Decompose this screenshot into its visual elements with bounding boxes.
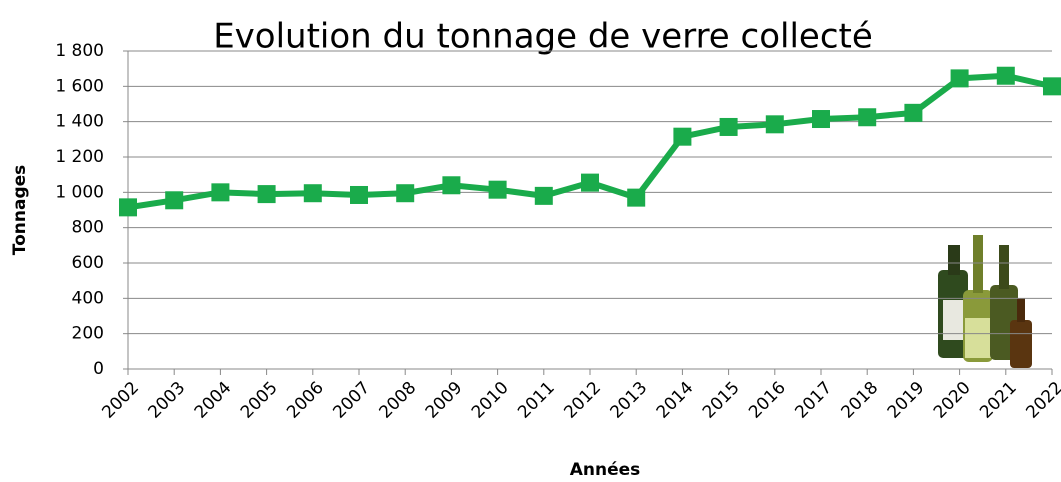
- x-tick-label: 2020: [930, 378, 975, 423]
- marker: [396, 184, 415, 203]
- y-tick-label: 0: [93, 359, 104, 379]
- y-tick-label: 200: [72, 324, 104, 344]
- marker: [996, 66, 1015, 85]
- x-tick-label: 2012: [560, 378, 605, 423]
- x-tick-label: 2017: [791, 378, 836, 423]
- x-tick-label: 2015: [699, 378, 744, 423]
- marker: [904, 103, 923, 122]
- x-tick-label: 2021: [976, 378, 1021, 423]
- y-tick-label: 1 200: [55, 147, 104, 167]
- x-tick-label: 2014: [653, 378, 698, 423]
- marker: [627, 188, 646, 207]
- y-tick-label: 800: [72, 218, 104, 238]
- marker: [858, 108, 877, 127]
- marker: [257, 185, 276, 204]
- x-tick-label: 2010: [468, 378, 513, 423]
- x-tick-label: 2006: [283, 378, 328, 423]
- x-tick-label: 2019: [884, 378, 929, 423]
- chart-title: Evolution du tonnage de verre collecté: [213, 17, 873, 57]
- x-tick-label: 2009: [422, 378, 467, 423]
- marker: [719, 117, 738, 136]
- marker: [673, 127, 692, 146]
- x-tick-label: 2002: [98, 378, 143, 423]
- x-axis-title: Années: [570, 460, 641, 480]
- marker: [534, 186, 553, 205]
- x-tick-label: 2008: [376, 378, 421, 423]
- x-tick-label: 2013: [607, 378, 652, 423]
- y-tick-label: 1 600: [55, 76, 104, 96]
- marker: [488, 180, 507, 199]
- y-tick-label: 1 000: [55, 182, 104, 202]
- marker: [950, 69, 969, 88]
- marker: [211, 183, 230, 202]
- x-tick-label: 2007: [329, 378, 374, 423]
- x-tick-label: 2022: [1022, 378, 1061, 423]
- x-tick-label: 2011: [514, 378, 559, 423]
- x-tick-label: 2016: [745, 378, 790, 423]
- marker: [350, 185, 368, 204]
- x-tick-label: 2018: [838, 378, 883, 423]
- y-tick-label: 1 400: [55, 112, 104, 132]
- y-tick-label: 400: [72, 288, 104, 308]
- x-tick-label: 2005: [237, 378, 282, 423]
- x-tick-label: 2004: [191, 378, 236, 423]
- y-axis-title: Tonnages: [10, 165, 30, 256]
- y-tick-label: 1 800: [55, 41, 104, 61]
- marker: [581, 173, 599, 192]
- y-tick-label: 600: [72, 253, 104, 273]
- x-tick-label: 2003: [145, 378, 190, 423]
- marker: [165, 191, 184, 210]
- marker: [303, 184, 322, 203]
- marker: [119, 198, 137, 217]
- marker: [812, 110, 830, 129]
- marker: [765, 115, 784, 134]
- marker: [1043, 77, 1061, 96]
- marker: [442, 176, 461, 195]
- bottles-image: [918, 212, 1061, 372]
